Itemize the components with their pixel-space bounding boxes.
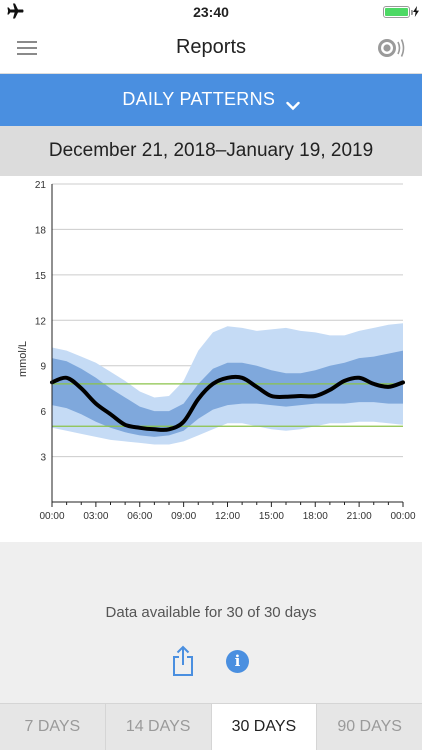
y-tick-label: 15: [35, 271, 47, 282]
y-tick-label: 12: [35, 316, 47, 327]
navigation-bar: Reports: [0, 24, 422, 74]
y-tick-label: 18: [35, 225, 47, 236]
x-tick-label: 09:00: [171, 511, 196, 522]
tab-14-days[interactable]: 14 DAYS: [106, 704, 212, 750]
y-tick-label: 6: [40, 407, 46, 418]
x-tick-label: 06:00: [127, 511, 152, 522]
data-availability-text: Data available for 30 of 30 days: [105, 604, 317, 621]
share-icon[interactable]: [171, 645, 195, 682]
tab-90-days[interactable]: 90 DAYS: [337, 718, 402, 735]
tab-7-days[interactable]: 7 DAYS: [0, 704, 106, 750]
date-range: December 21, 2018–January 19, 2019: [48, 140, 374, 161]
daily-patterns-chart: 3 6 9 12 15 18 21 00:00 03:00 06:00 09:00 12:00 15:0…: [0, 176, 422, 542]
x-tick-label: 00:00: [390, 511, 415, 522]
report-type-label: DAILY PATTERNS: [122, 89, 276, 109]
y-tick-label: 9: [40, 362, 46, 373]
airplane-mode-icon: [6, 3, 24, 24]
battery-icon: [383, 6, 413, 18]
period-tabs: 7 DAYS 14 DAYS 30 DAYS 90 DAYS: [0, 703, 422, 750]
inner-percentile-band: [52, 350, 403, 437]
status-time: 23:40: [193, 4, 229, 20]
report-type-selector[interactable]: DAILY PATTERNS: [0, 74, 422, 126]
menu-icon[interactable]: [17, 40, 37, 56]
x-tick-label: 03:00: [83, 511, 108, 522]
info-icon[interactable]: i: [226, 650, 249, 673]
chevron-down-icon: [285, 98, 300, 116]
x-tick-label: 21:00: [347, 511, 372, 522]
x-tick-label: 00:00: [39, 511, 64, 522]
date-range-bar: December 21, 2018–January 19, 2019: [0, 126, 422, 176]
median-line: [50, 374, 405, 432]
x-tick-label: 12:00: [215, 511, 240, 522]
status-bar: 23:40: [0, 0, 422, 24]
x-tick-label: 15:00: [259, 511, 284, 522]
sensor-scan-icon[interactable]: [376, 36, 406, 65]
y-axis-label: mmol/L: [17, 341, 29, 377]
page-title: Reports: [175, 36, 247, 58]
y-tick-label: 3: [40, 453, 46, 464]
y-tick-label: 21: [35, 180, 47, 191]
charging-icon: [413, 4, 419, 22]
tab-30-days[interactable]: 30 DAYS: [211, 704, 318, 750]
x-tick-label: 18:00: [303, 511, 328, 522]
glucose-chart-svg: 3 6 9 12 15 18 21 00:00 03:00 06:00 09:00 12:00 15:0…: [17, 180, 416, 522]
